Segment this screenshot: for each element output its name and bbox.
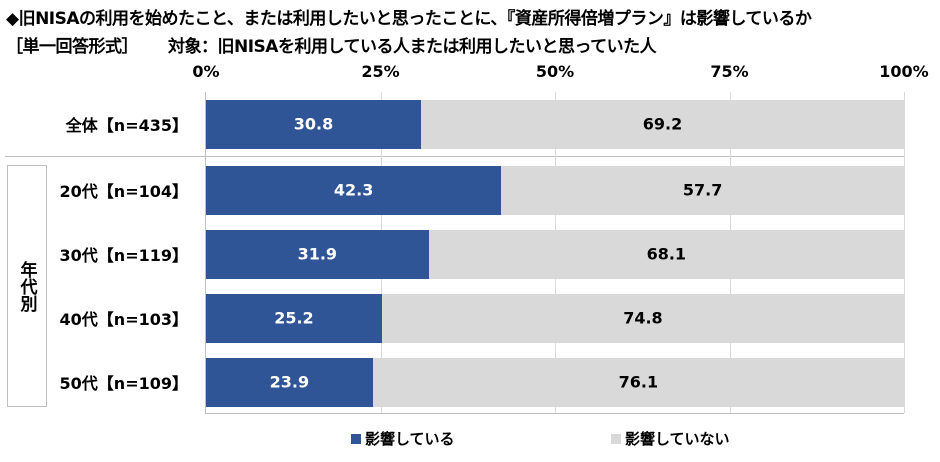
data-label: 74.8 [623,308,663,328]
group-label: 年代別 [16,260,37,312]
data-label: 30.8 [293,114,334,134]
x-tick-label: 100% [879,62,929,81]
bar-not-affected [428,230,904,279]
x-tick-label: 0% [192,62,220,81]
x-axis-line [205,413,904,414]
legend-swatch [351,433,361,444]
category-label: 40代【n=103】 [59,310,188,329]
y-axis-line [205,92,206,413]
data-label: 57.7 [682,180,723,200]
category-label: 全体【n=435】 [65,116,188,135]
answer-format: ［単一回答形式］ [6,37,139,57]
data-label: 76.1 [618,372,659,392]
data-label: 31.9 [297,244,338,264]
bar-affected [206,166,502,215]
bar-affected [206,100,421,149]
data-label: 23.9 [269,372,310,392]
category-label: 20代【n=104】 [59,182,188,201]
legend-label: 影響していない [625,430,730,448]
data-label: 68.1 [646,244,687,264]
x-tick-label: 50% [535,62,575,81]
x-tick-label: 25% [361,62,400,81]
gridline [904,92,905,413]
data-label: 42.3 [333,180,374,200]
bar-affected [206,230,429,279]
legend-label: 影響している [365,430,455,448]
legend-item-affected: 影響している [351,428,455,449]
chart-title: ◆旧NISAの利用を始めたこと、または利用したいと思ったことに、『資産所得倍増プ… [6,9,812,29]
bar-affected [206,358,373,407]
target-audience: 対象：旧NISAを利用している人または利用したいと思っていた人 [168,37,657,57]
bar-not-affected [381,294,904,343]
group-label-box: 年代別 [7,165,47,407]
data-label: 25.2 [274,308,314,328]
data-label: 69.2 [642,114,683,134]
bar-not-affected [372,358,904,407]
x-tick-label: 75% [710,62,749,81]
category-label: 50代【n=109】 [59,374,188,393]
separator-line [5,156,904,157]
bar-not-affected [420,100,904,149]
category-label: 30代【n=119】 [59,246,188,265]
chart-subtitle: ［単一回答形式］ 対象：旧NISAを利用している人または利用したいと思っていた人 [6,32,657,57]
bar-affected [206,294,382,343]
legend-swatch [611,433,621,444]
bar-not-affected [501,166,904,215]
legend-item-not-affected: 影響していない [611,428,730,449]
